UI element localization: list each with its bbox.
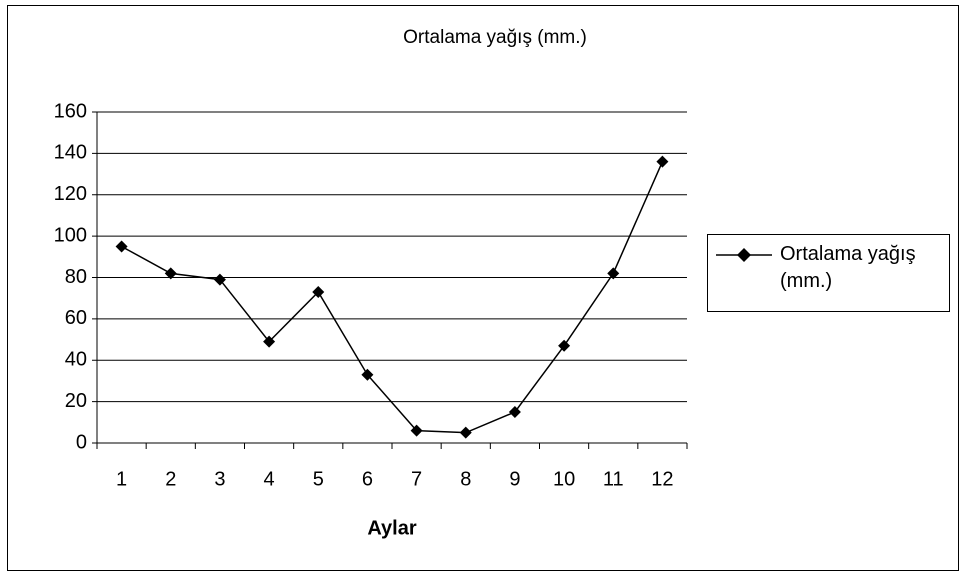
x-tick-label: 5 xyxy=(313,468,324,490)
data-point xyxy=(656,155,669,168)
legend-label: Ortalama yağış (mm.) xyxy=(780,243,916,292)
x-tick-label: 1 xyxy=(116,468,127,490)
data-point xyxy=(508,405,521,418)
x-tick-label: 6 xyxy=(362,468,373,490)
y-tick-label: 40 xyxy=(65,349,87,371)
y-tick-label: 160 xyxy=(54,100,87,122)
data-point xyxy=(361,368,374,381)
y-tick-label: 0 xyxy=(76,431,87,453)
data-point xyxy=(607,267,620,280)
x-tick-label: 3 xyxy=(214,468,225,490)
data-point xyxy=(410,424,423,437)
y-tick-label: 80 xyxy=(65,266,87,288)
x-tick-label: 7 xyxy=(411,468,422,490)
legend-marker xyxy=(716,248,772,262)
y-tick-label: 120 xyxy=(54,183,87,205)
x-axis-label: Aylar xyxy=(367,517,417,539)
data-point xyxy=(312,285,325,298)
x-tick-label: 4 xyxy=(264,468,275,490)
data-point xyxy=(459,426,472,439)
data-point xyxy=(263,335,276,348)
x-tick-label: 12 xyxy=(651,468,673,490)
legend: Ortalama yağış (mm.) xyxy=(707,234,950,312)
x-tick-label: 10 xyxy=(553,468,575,490)
data-point xyxy=(164,267,177,280)
y-tick-label: 60 xyxy=(65,307,87,329)
x-tick-label: 2 xyxy=(165,468,176,490)
data-point xyxy=(213,273,226,286)
y-tick-label: 20 xyxy=(65,390,87,412)
y-tick-label: 140 xyxy=(54,142,87,164)
x-tick-label: 11 xyxy=(603,468,624,490)
chart-frame xyxy=(7,5,959,571)
x-tick-label: 8 xyxy=(460,468,471,490)
data-point xyxy=(558,339,571,352)
y-tick-label: 100 xyxy=(54,224,87,246)
chart-title: Ortalama yağış (mm.) xyxy=(403,27,587,48)
x-tick-label: 9 xyxy=(509,468,520,490)
series-line xyxy=(121,161,664,434)
data-point xyxy=(115,240,128,253)
